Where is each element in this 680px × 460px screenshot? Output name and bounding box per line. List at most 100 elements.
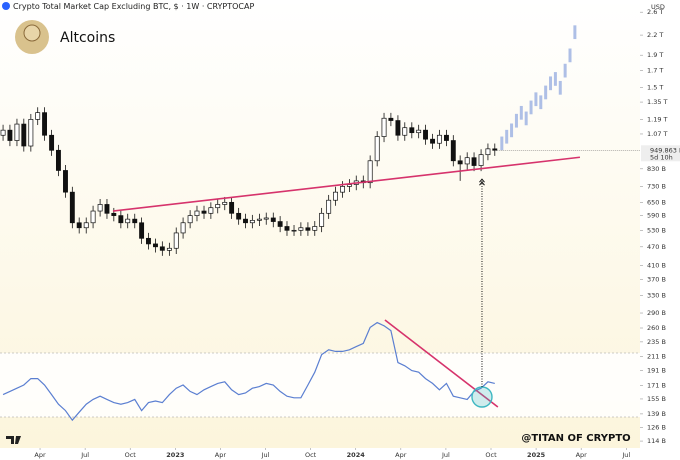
projection-bar bbox=[549, 76, 553, 91]
oscillator-area bbox=[0, 352, 640, 418]
y-tick-label: 235 B bbox=[647, 338, 666, 346]
candle-body bbox=[229, 201, 235, 214]
y-tick-label: 1.7 T bbox=[647, 66, 663, 74]
candle-body bbox=[333, 191, 338, 201]
time-axis-background bbox=[0, 448, 640, 460]
y-tick-label: 2.6 T bbox=[647, 8, 663, 16]
y-tick-label: 730 B bbox=[647, 182, 666, 190]
candle-body bbox=[139, 222, 145, 239]
projection-bar bbox=[510, 123, 514, 138]
chart-subtitle: Altcoins bbox=[60, 30, 115, 46]
candle-body bbox=[187, 215, 193, 224]
projection-bar bbox=[573, 25, 577, 40]
last-price-label: 949.863 B bbox=[650, 146, 680, 154]
x-tick-label: 2025 bbox=[527, 451, 546, 459]
candle-body bbox=[76, 222, 82, 229]
candle-body bbox=[153, 243, 158, 248]
candle-body bbox=[346, 184, 352, 187]
candle-body bbox=[298, 227, 304, 231]
candle-body bbox=[69, 191, 75, 224]
y-tick-label: 191 B bbox=[647, 366, 666, 374]
y-tick-label: 139 B bbox=[647, 410, 666, 418]
candle-body bbox=[277, 221, 283, 227]
candle-body bbox=[312, 226, 318, 231]
y-tick-label: 530 B bbox=[647, 226, 666, 234]
x-tick-label: Jul bbox=[441, 451, 450, 459]
candle-body bbox=[256, 218, 262, 221]
projection-bar bbox=[519, 105, 523, 120]
y-tick-label: 2.2 T bbox=[647, 31, 663, 39]
candle-body bbox=[90, 210, 96, 224]
candle-body bbox=[305, 227, 311, 231]
symbol-icon bbox=[2, 2, 10, 10]
countdown: 5d 10h bbox=[650, 153, 673, 161]
watermark: @TITAN OF CRYPTO bbox=[521, 433, 630, 444]
candle-body bbox=[395, 120, 401, 136]
candle-body bbox=[208, 207, 214, 214]
candle-body bbox=[243, 218, 248, 224]
candle-body bbox=[42, 112, 48, 136]
candle-body bbox=[83, 222, 89, 229]
y-tick-label: 260 B bbox=[647, 324, 666, 332]
y-tick-label: 330 B bbox=[647, 291, 666, 299]
projection-bar bbox=[529, 100, 533, 115]
y-tick-label: 1.9 T bbox=[647, 51, 663, 59]
candle-body bbox=[340, 186, 345, 193]
candle-body bbox=[436, 134, 442, 144]
candle-body bbox=[222, 201, 228, 205]
candle-body bbox=[284, 226, 290, 231]
y-tick-label: 410 B bbox=[647, 262, 666, 270]
candle-body bbox=[215, 204, 221, 209]
candle-body bbox=[49, 134, 55, 151]
projection-bar bbox=[558, 80, 562, 95]
price-axis-background bbox=[640, 0, 680, 460]
x-tick-label: Jul bbox=[80, 451, 89, 459]
oscillator-trendline bbox=[384, 319, 499, 408]
y-tick-label: 590 B bbox=[647, 212, 666, 220]
candle-body bbox=[173, 232, 179, 249]
y-tick-label: 1.19 T bbox=[647, 115, 668, 123]
candle-body bbox=[381, 117, 387, 137]
platform-logo bbox=[6, 436, 21, 444]
candle-body bbox=[319, 212, 325, 227]
candle-body bbox=[97, 204, 103, 212]
y-tick-label: 650 B bbox=[647, 198, 666, 206]
x-tick-label: Oct bbox=[485, 451, 497, 459]
candle-body bbox=[159, 246, 165, 251]
candle-body bbox=[367, 160, 373, 184]
candle-body bbox=[63, 170, 68, 193]
trendline bbox=[112, 156, 581, 212]
oscillator-band bbox=[0, 353, 640, 417]
y-tick-label: 1.5 T bbox=[647, 84, 663, 92]
candle-body bbox=[291, 229, 297, 232]
y-tick-label: 171 B bbox=[647, 381, 666, 389]
candle-body bbox=[111, 212, 117, 216]
candle-body bbox=[132, 218, 138, 224]
candle-body bbox=[180, 222, 186, 234]
candle-body bbox=[201, 210, 207, 214]
chart-title: Crypto Total Market Cap Excluding BTC, $… bbox=[13, 2, 254, 11]
candle-body bbox=[443, 134, 449, 141]
candle-body bbox=[166, 247, 172, 251]
y-tick-label: 290 B bbox=[647, 309, 666, 317]
y-tick-label: 155 B bbox=[647, 395, 666, 403]
y-tick-label: 126 B bbox=[647, 423, 666, 431]
projection-bar bbox=[544, 85, 548, 100]
x-tick-label: Oct bbox=[305, 451, 317, 459]
plot bbox=[0, 25, 581, 422]
candle-body bbox=[457, 160, 463, 165]
projection-bar bbox=[534, 92, 538, 107]
candle-body bbox=[409, 127, 415, 134]
candle-body bbox=[55, 149, 61, 171]
candle-body bbox=[471, 157, 477, 166]
candle-body bbox=[478, 154, 484, 166]
currency: USD bbox=[651, 3, 665, 11]
candle-body bbox=[450, 140, 456, 162]
x-tick-label: Jul bbox=[621, 451, 630, 459]
candle-body bbox=[21, 123, 27, 147]
candle-body bbox=[0, 129, 6, 136]
projection-bar bbox=[539, 95, 543, 110]
candle-body bbox=[194, 210, 200, 216]
candle-body bbox=[236, 212, 242, 220]
candle-body bbox=[430, 138, 436, 144]
